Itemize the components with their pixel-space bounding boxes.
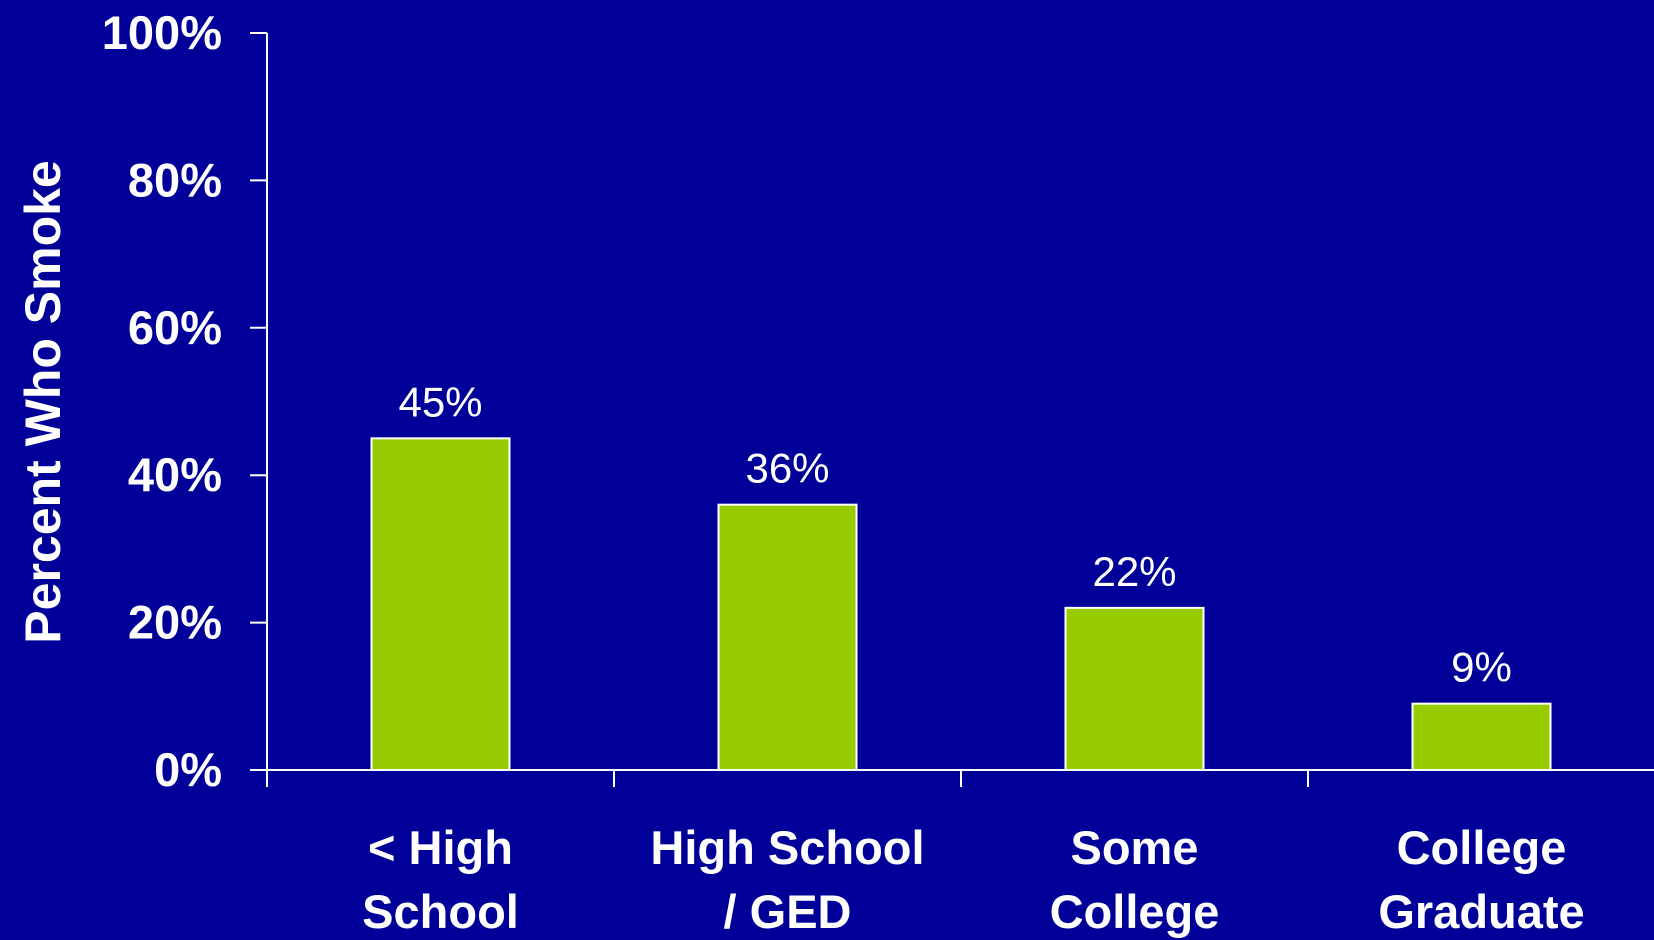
bar — [370, 437, 511, 771]
x-category-label: < High — [368, 821, 513, 874]
x-category-label: Some — [1071, 821, 1199, 874]
bar — [1064, 606, 1205, 771]
data-label: 22% — [1092, 548, 1176, 595]
bar — [1411, 702, 1552, 771]
x-category-label: School — [362, 885, 519, 938]
x-category-label: / GED — [724, 885, 852, 938]
y-axis-title-group: Percent Who Smoke — [15, 160, 71, 643]
plot-area: 0% 20% 40% 60% 80% 100% 45% < High School 36% High… — [102, 6, 1654, 938]
y-tick-label: 0% — [154, 743, 222, 796]
y-tick-label: 80% — [128, 153, 222, 206]
y-tick-label: 40% — [128, 448, 222, 501]
x-category-label: High School — [650, 821, 924, 874]
x-category-label: Graduate — [1378, 885, 1584, 938]
data-label: 9% — [1451, 644, 1512, 691]
y-axis-title: Percent Who Smoke — [15, 160, 71, 643]
data-label: 45% — [398, 378, 482, 425]
data-label: 36% — [745, 445, 829, 492]
y-tick-label: 100% — [102, 6, 222, 59]
x-category-label: College — [1050, 885, 1220, 938]
x-category-label: College — [1397, 821, 1567, 874]
y-tick-label: 60% — [128, 301, 222, 354]
y-tick-label: 20% — [128, 596, 222, 649]
bar — [717, 503, 858, 771]
